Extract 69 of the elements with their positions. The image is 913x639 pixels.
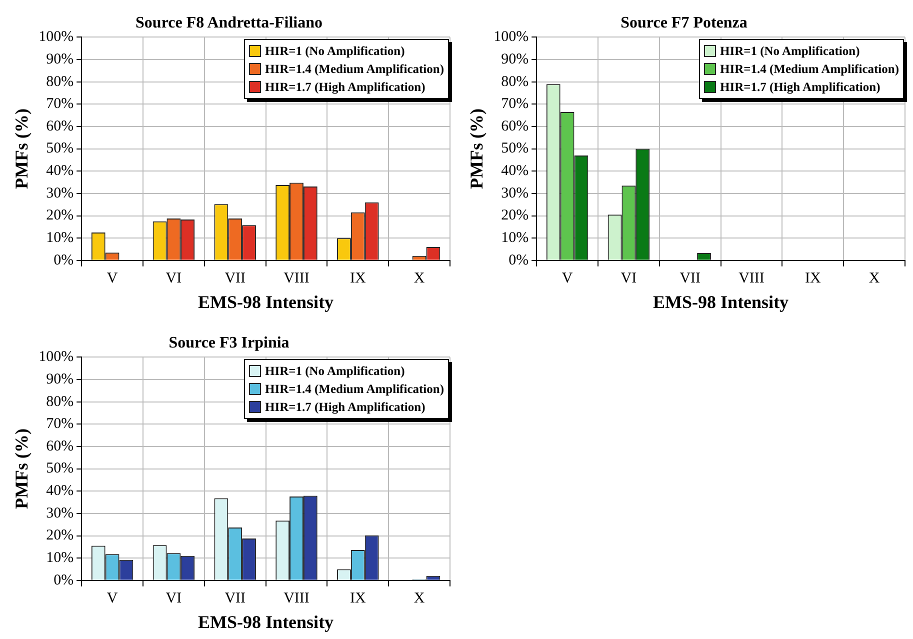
x-tick-label: V — [106, 590, 118, 606]
x-tick-label: IX — [350, 270, 366, 286]
y-tick-label: 50% — [46, 460, 74, 477]
y-tick-label: 20% — [46, 528, 74, 544]
y-tick-label: 70% — [501, 96, 529, 112]
y-tick-label: 50% — [46, 140, 74, 157]
x-axis-title: EMS-98 Intensity — [198, 292, 334, 312]
legend-label: HIR=1.4 (Medium Amplification) — [265, 61, 444, 78]
y-axis-title: PMFs (%) — [11, 428, 32, 510]
x-tick-label: X — [414, 270, 425, 286]
y-tick-label: 100% — [38, 349, 74, 366]
y-tick-label: 80% — [501, 74, 529, 90]
y-tick-label: 0% — [54, 572, 74, 588]
chart-title: Source F7 Potenza — [620, 14, 748, 32]
y-tick-label: 30% — [501, 185, 529, 202]
legend-label: HIR=1.7 (High Amplification) — [265, 79, 426, 96]
x-tick-label: IX — [350, 590, 366, 606]
y-tick-label: 30% — [46, 505, 74, 522]
x-tick-label: VI — [166, 270, 182, 286]
x-tick-label: VII — [680, 270, 701, 286]
x-tick-label: VI — [620, 270, 637, 286]
legend-label: HIR=1.7 (High Amplification) — [720, 79, 880, 96]
y-tick-label: 20% — [46, 208, 74, 224]
x-tick-label: IX — [804, 270, 821, 286]
x-tick-label: V — [562, 270, 573, 286]
y-tick-label: 100% — [494, 29, 529, 46]
y-axis-title: PMFs (%) — [11, 108, 32, 190]
chart-title: Source F8 Andretta-Filiano — [136, 14, 322, 32]
y-tick-label: 60% — [501, 118, 529, 134]
y-tick-label: 80% — [46, 74, 74, 90]
y-tick-label: 90% — [501, 51, 529, 68]
x-tick-label: VII — [224, 270, 246, 286]
y-tick-label: 50% — [501, 140, 529, 157]
y-tick-label: 100% — [38, 29, 74, 46]
y-tick-label: 40% — [46, 483, 74, 500]
legend-label: HIR=1 (No Amplification) — [265, 363, 405, 380]
y-tick-label: 80% — [46, 394, 74, 410]
legend-label: HIR=1.7 (High Amplification) — [265, 399, 426, 416]
y-tick-label: 60% — [46, 438, 74, 454]
y-tick-label: 10% — [501, 230, 529, 246]
x-tick-label: VII — [224, 590, 246, 606]
legend-label: HIR=1 (No Amplification) — [265, 43, 405, 60]
y-tick-label: 20% — [501, 208, 529, 224]
legend-label: HIR=1.4 (Medium Amplification) — [720, 61, 899, 78]
y-tick-label: 90% — [46, 51, 74, 68]
y-tick-label: 40% — [501, 163, 529, 180]
chart-title: Source F3 Irpinia — [168, 334, 290, 352]
x-axis-title: EMS-98 Intensity — [198, 612, 334, 632]
legend-label: HIR=1 (No Amplification) — [720, 43, 860, 60]
y-tick-label: 30% — [46, 185, 74, 202]
y-tick-label: 0% — [508, 252, 529, 268]
y-axis-title: PMFs (%) — [466, 108, 486, 190]
legend-label: HIR=1.4 (Medium Amplification) — [265, 381, 444, 398]
x-tick-label: X — [414, 590, 425, 606]
y-tick-label: 90% — [46, 371, 74, 388]
x-tick-label: VIII — [284, 590, 310, 606]
x-axis-title: EMS-98 Intensity — [653, 292, 789, 312]
x-tick-label: VIII — [738, 270, 764, 286]
y-tick-label: 70% — [46, 416, 74, 432]
y-tick-label: 40% — [46, 163, 74, 180]
x-tick-label: X — [868, 270, 880, 286]
x-tick-label: V — [106, 270, 118, 286]
y-tick-label: 0% — [54, 252, 74, 268]
x-tick-label: VI — [166, 590, 182, 606]
y-tick-label: 70% — [46, 96, 74, 112]
y-tick-label: 10% — [46, 550, 74, 566]
y-tick-label: 60% — [46, 118, 74, 134]
x-tick-label: VIII — [284, 270, 310, 286]
y-tick-label: 10% — [46, 230, 74, 246]
